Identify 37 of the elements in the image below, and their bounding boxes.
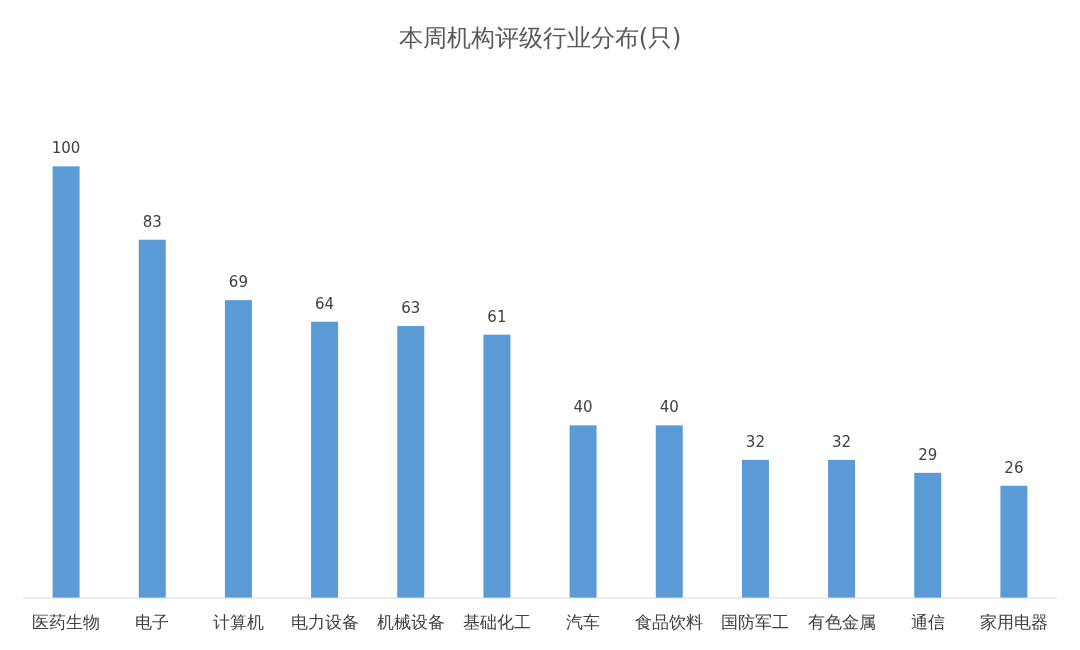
bar: [397, 326, 425, 598]
data-label: 69: [228, 273, 248, 292]
x-tick-label: 电力设备: [290, 612, 359, 632]
chart-title: 本周机构评级行业分布(只): [398, 24, 682, 52]
data-label: 40: [659, 398, 679, 417]
data-label: 29: [918, 445, 938, 464]
x-tick-label: 汽车: [566, 612, 601, 632]
bar: [741, 459, 769, 598]
x-tick-label: 机械设备: [376, 612, 445, 632]
bar: [828, 459, 856, 598]
bar: [1000, 485, 1028, 598]
data-label: 32: [832, 432, 852, 451]
x-tick-label: 计算机: [212, 612, 264, 632]
data-label: 64: [315, 294, 335, 313]
x-tick-label: 基础化工: [462, 612, 531, 632]
data-label: 26: [1004, 458, 1024, 477]
x-tick-label: 电子: [135, 612, 170, 632]
x-tick-label: 通信: [910, 612, 945, 632]
bar: [311, 321, 339, 598]
bar: [52, 166, 80, 598]
data-label: 40: [573, 398, 593, 417]
bar: [655, 425, 683, 598]
x-tick-label: 医药生物: [32, 612, 101, 632]
data-label: 100: [51, 139, 81, 158]
x-tick-label: 国防军工: [721, 612, 790, 632]
bar: [224, 300, 252, 598]
data-label: 63: [401, 299, 421, 318]
x-tick-label: 家用电器: [979, 612, 1048, 632]
x-tick-label: 食品饮料: [635, 612, 704, 632]
data-label: 32: [745, 432, 765, 451]
bar: [483, 334, 511, 598]
bar: [138, 239, 166, 598]
data-label: 83: [142, 212, 162, 231]
bar: [569, 425, 597, 598]
data-label: 61: [487, 307, 507, 326]
x-tick-label: 有色金属: [807, 612, 876, 632]
bar: [914, 472, 942, 598]
